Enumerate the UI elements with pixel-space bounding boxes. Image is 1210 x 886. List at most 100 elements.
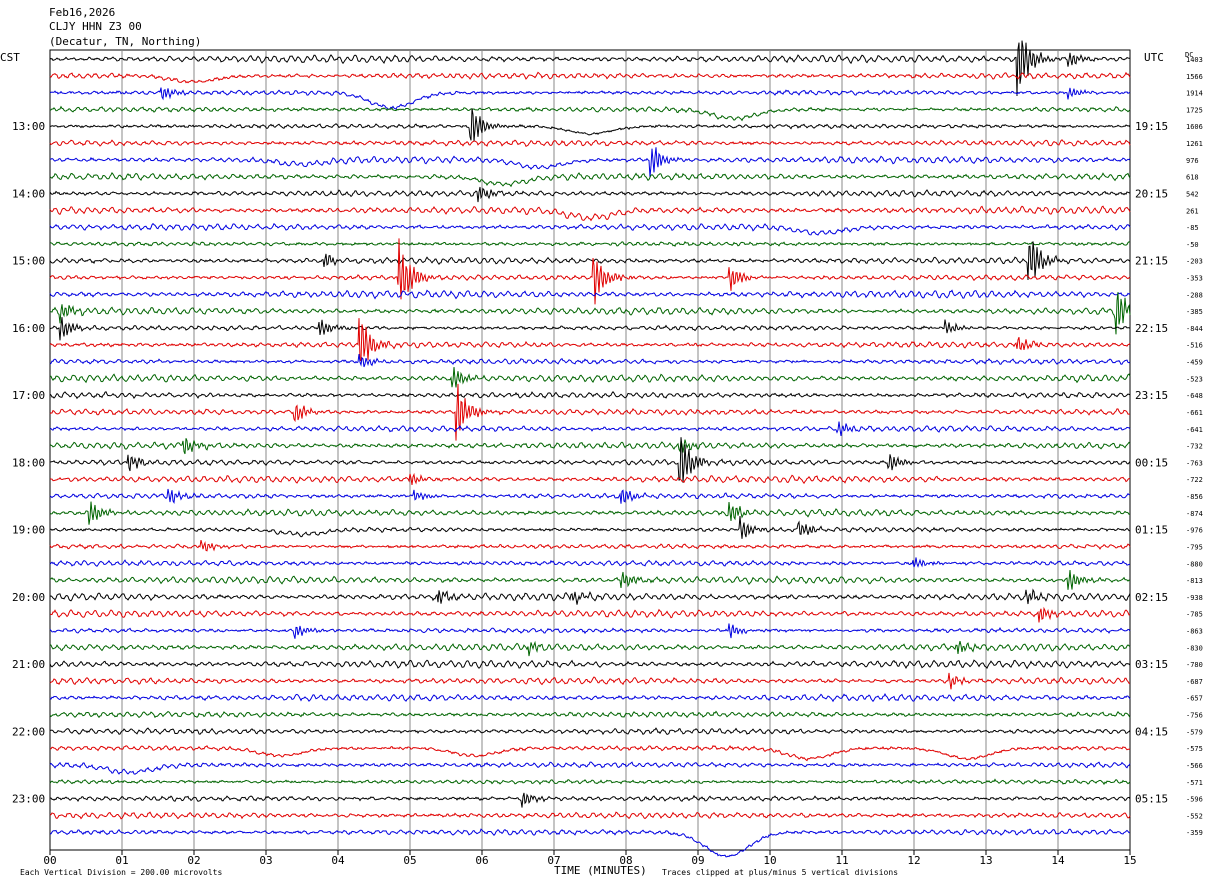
x-tick-label: 15 <box>1123 854 1136 867</box>
trace-line <box>49 539 1131 552</box>
trace-line <box>49 811 1131 820</box>
dc-offset-label: -459 <box>1186 359 1203 367</box>
right-axis-label: UTC <box>1144 51 1164 64</box>
dc-offset-label: -523 <box>1186 375 1203 383</box>
dc-offset-label: -722 <box>1186 476 1203 484</box>
trace-line <box>49 472 1131 485</box>
trace-line <box>49 501 1131 525</box>
dc-offset-label: -353 <box>1186 275 1203 283</box>
dc-offset-label: -50 <box>1186 241 1199 249</box>
cst-hour-label: 18:00 <box>12 456 45 469</box>
x-tick-label: 01 <box>115 854 128 867</box>
trace-line <box>49 241 1131 247</box>
trace-line <box>49 87 1131 110</box>
dc-offset-label: -756 <box>1186 712 1203 720</box>
trace-line <box>49 693 1131 703</box>
cst-hour-label: 14:00 <box>12 187 45 200</box>
trace-line <box>49 105 1131 122</box>
scale-note: Each Vertical Division = 200.00 microvol… <box>20 868 222 877</box>
dc-offset-label: -780 <box>1186 661 1203 669</box>
trace-line <box>49 557 1130 568</box>
x-tick-label: 05 <box>403 854 416 867</box>
dc-offset-label: 261 <box>1186 207 1199 215</box>
trace-line <box>49 745 1131 762</box>
dc-offset-label: -657 <box>1186 695 1203 703</box>
dc-offset-label: -795 <box>1186 543 1203 551</box>
dc-offset-label: -516 <box>1186 342 1203 350</box>
dc-label: DC <box>1185 51 1193 59</box>
x-tick-label: 04 <box>331 854 345 867</box>
dc-offset-label: -288 <box>1186 291 1203 299</box>
dc-offset-label: -203 <box>1186 258 1203 266</box>
dc-offset-label: 1725 <box>1186 106 1203 114</box>
cst-hour-label: 17:00 <box>12 389 45 402</box>
dc-offset-label: -661 <box>1186 409 1203 417</box>
dc-offset-label: 1261 <box>1186 140 1203 148</box>
cst-hour-label: 19:00 <box>12 524 45 537</box>
dc-offset-label: -687 <box>1186 678 1203 686</box>
trace-line <box>49 289 1131 300</box>
dc-offset-label: -359 <box>1186 829 1203 837</box>
dc-offset-label: -863 <box>1186 627 1203 635</box>
trace-line <box>49 640 1131 657</box>
x-tick-label: 03 <box>259 854 272 867</box>
utc-hour-label: 03:15 <box>1135 658 1168 671</box>
dc-offset-label: -856 <box>1186 493 1203 501</box>
utc-hour-label: 02:15 <box>1135 591 1168 604</box>
dc-offset-label: -648 <box>1186 392 1203 400</box>
cst-hour-label: 22:00 <box>12 725 45 738</box>
utc-hour-label: 20:15 <box>1135 187 1168 200</box>
dc-offset-label: 1606 <box>1186 123 1203 131</box>
utc-hour-label: 00:15 <box>1135 456 1168 469</box>
dc-offset-label: -641 <box>1186 426 1203 434</box>
x-tick-label: 07 <box>547 854 560 867</box>
clip-note: Traces clipped at plus/minus 5 vertical … <box>662 868 898 877</box>
x-tick-label: 14 <box>1051 854 1065 867</box>
trace-line <box>49 186 1131 203</box>
trace-line <box>49 792 1131 808</box>
trace-line <box>50 516 1131 539</box>
trace-line <box>49 488 1131 504</box>
dc-offset-label: 542 <box>1186 190 1199 198</box>
trace-line <box>49 317 1131 341</box>
dc-offset-label: -575 <box>1186 745 1203 753</box>
x-tick-label: 10 <box>763 854 776 867</box>
trace-line <box>49 761 1131 775</box>
dc-offset-label: 1914 <box>1186 90 1203 98</box>
trace-line <box>50 367 1131 388</box>
trace-line <box>49 354 1131 368</box>
trace-line <box>49 727 1131 736</box>
trace-line <box>49 606 1131 623</box>
dc-offset-label: -844 <box>1186 325 1203 333</box>
utc-hour-label: 23:15 <box>1135 389 1168 402</box>
trace-line <box>49 778 1131 786</box>
x-tick-label: 06 <box>475 854 488 867</box>
dc-offset-label: 976 <box>1186 157 1199 165</box>
trace-line <box>49 222 1131 236</box>
trace-line <box>49 238 1131 305</box>
trace-line <box>50 292 1131 335</box>
trace-line <box>49 318 1131 362</box>
cst-hour-label: 15:00 <box>12 255 45 268</box>
trace-line <box>49 241 1131 281</box>
trace-line <box>49 438 1131 455</box>
x-tick-label: 02 <box>187 854 200 867</box>
dc-offset-label: -880 <box>1186 560 1203 568</box>
dc-offset-label: 1403 <box>1186 56 1203 64</box>
right-hour-labels: 19:15 20:15 21:15 22:15 23:15 00:15 01:15 02:15… <box>1135 120 1168 805</box>
header-date: Feb16,2026 <box>49 6 115 19</box>
trace-line <box>49 710 1131 719</box>
dc-offset-label: -813 <box>1186 577 1203 585</box>
header-station: CLJY HHN Z3 00 <box>49 20 142 33</box>
trace-line <box>49 437 1131 483</box>
dc-offset-label: -385 <box>1186 308 1203 316</box>
left-axis-label: CST <box>0 51 20 64</box>
dc-offset-label: -830 <box>1186 644 1203 652</box>
x-tick-label: 11 <box>835 854 848 867</box>
x-tick-label: 09 <box>691 854 704 867</box>
cst-hour-label: 20:00 <box>12 591 45 604</box>
dc-offset-label: 1566 <box>1186 73 1203 81</box>
header-location: (Decatur, TN, Northing) <box>49 35 201 48</box>
dc-offset-label: -552 <box>1186 812 1203 820</box>
